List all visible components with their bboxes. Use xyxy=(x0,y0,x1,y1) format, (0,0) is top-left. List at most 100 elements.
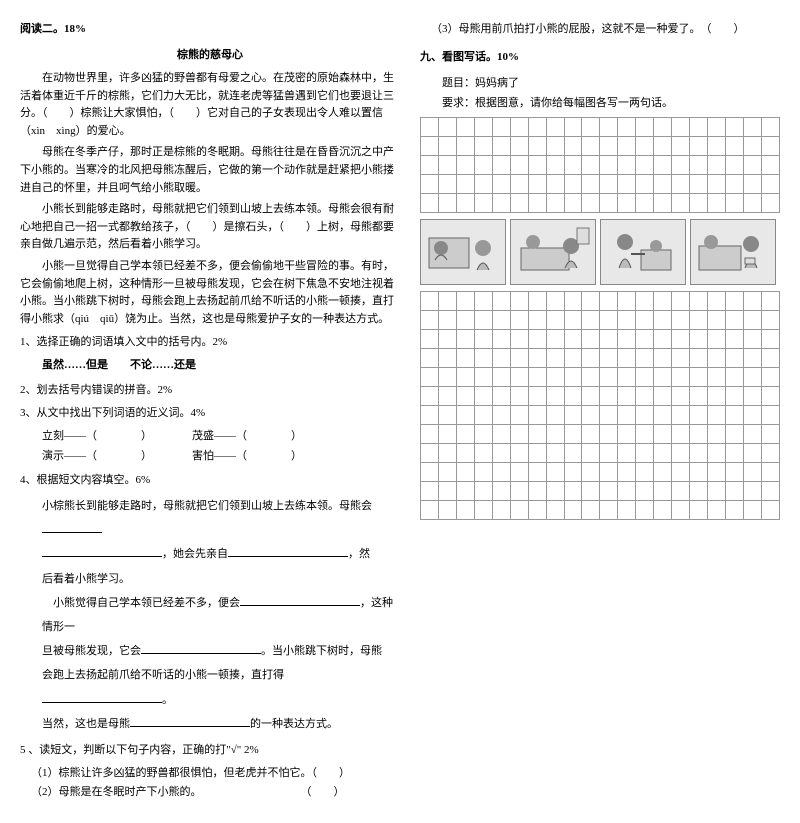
grid-cell[interactable] xyxy=(438,501,456,520)
grid-cell[interactable] xyxy=(618,292,636,311)
grid-cell[interactable] xyxy=(492,425,510,444)
grid-cell[interactable] xyxy=(510,387,528,406)
grid-cell[interactable] xyxy=(492,349,510,368)
grid-cell[interactable] xyxy=(564,292,582,311)
grid-cell[interactable] xyxy=(743,406,761,425)
grid-cell[interactable] xyxy=(421,156,439,175)
grid-cell[interactable] xyxy=(421,406,439,425)
grid-cell[interactable] xyxy=(564,349,582,368)
grid-cell[interactable] xyxy=(456,175,474,194)
grid-cell[interactable] xyxy=(421,368,439,387)
grid-cell[interactable] xyxy=(708,118,726,137)
grid-cell[interactable] xyxy=(636,118,654,137)
grid-cell[interactable] xyxy=(582,330,600,349)
grid-cell[interactable] xyxy=(438,425,456,444)
grid-cell[interactable] xyxy=(743,368,761,387)
grid-cell[interactable] xyxy=(510,175,528,194)
grid-cell[interactable] xyxy=(546,292,564,311)
grid-cell[interactable] xyxy=(510,137,528,156)
grid-cell[interactable] xyxy=(421,425,439,444)
grid-cell[interactable] xyxy=(528,463,546,482)
grid-cell[interactable] xyxy=(725,463,743,482)
grid-cell[interactable] xyxy=(474,137,492,156)
grid-cell[interactable] xyxy=(690,501,708,520)
grid-cell[interactable] xyxy=(654,368,672,387)
grid-cell[interactable] xyxy=(492,482,510,501)
grid-cell[interactable] xyxy=(600,137,618,156)
grid-cell[interactable] xyxy=(528,444,546,463)
grid-cell[interactable] xyxy=(672,425,690,444)
grid-cell[interactable] xyxy=(708,501,726,520)
grid-cell[interactable] xyxy=(600,368,618,387)
grid-cell[interactable] xyxy=(492,292,510,311)
grid-cell[interactable] xyxy=(528,330,546,349)
grid-cell[interactable] xyxy=(582,175,600,194)
grid-cell[interactable] xyxy=(725,118,743,137)
grid-cell[interactable] xyxy=(546,406,564,425)
grid-cell[interactable] xyxy=(582,501,600,520)
grid-cell[interactable] xyxy=(708,311,726,330)
grid-cell[interactable] xyxy=(672,194,690,213)
grid-cell[interactable] xyxy=(654,194,672,213)
grid-cell[interactable] xyxy=(725,444,743,463)
grid-cell[interactable] xyxy=(474,425,492,444)
grid-cell[interactable] xyxy=(546,444,564,463)
grid-cell[interactable] xyxy=(636,501,654,520)
grid-cell[interactable] xyxy=(456,349,474,368)
grid-cell[interactable] xyxy=(618,482,636,501)
grid-cell[interactable] xyxy=(636,387,654,406)
grid-cell[interactable] xyxy=(725,406,743,425)
grid-cell[interactable] xyxy=(528,311,546,330)
grid-cell[interactable] xyxy=(510,463,528,482)
grid-cell[interactable] xyxy=(474,501,492,520)
grid-cell[interactable] xyxy=(743,349,761,368)
grid-cell[interactable] xyxy=(546,501,564,520)
grid-cell[interactable] xyxy=(546,118,564,137)
grid-cell[interactable] xyxy=(438,311,456,330)
grid-cell[interactable] xyxy=(761,482,779,501)
grid-cell[interactable] xyxy=(421,482,439,501)
grid-cell[interactable] xyxy=(743,425,761,444)
grid-cell[interactable] xyxy=(725,368,743,387)
grid-cell[interactable] xyxy=(725,330,743,349)
grid-cell[interactable] xyxy=(438,175,456,194)
grid-cell[interactable] xyxy=(690,444,708,463)
grid-cell[interactable] xyxy=(564,194,582,213)
grid-cell[interactable] xyxy=(528,425,546,444)
grid-cell[interactable] xyxy=(510,292,528,311)
grid-cell[interactable] xyxy=(438,406,456,425)
grid-cell[interactable] xyxy=(761,425,779,444)
grid-cell[interactable] xyxy=(743,501,761,520)
grid-cell[interactable] xyxy=(600,175,618,194)
grid-cell[interactable] xyxy=(438,330,456,349)
grid-cell[interactable] xyxy=(690,463,708,482)
grid-cell[interactable] xyxy=(492,330,510,349)
grid-cell[interactable] xyxy=(474,368,492,387)
grid-cell[interactable] xyxy=(743,330,761,349)
grid-cell[interactable] xyxy=(708,156,726,175)
grid-cell[interactable] xyxy=(456,425,474,444)
grid-cell[interactable] xyxy=(564,156,582,175)
grid-cell[interactable] xyxy=(546,425,564,444)
grid-cell[interactable] xyxy=(510,368,528,387)
grid-cell[interactable] xyxy=(546,482,564,501)
grid-cell[interactable] xyxy=(761,118,779,137)
grid-cell[interactable] xyxy=(761,501,779,520)
grid-cell[interactable] xyxy=(636,311,654,330)
grid-cell[interactable] xyxy=(456,137,474,156)
grid-cell[interactable] xyxy=(582,156,600,175)
grid-cell[interactable] xyxy=(690,175,708,194)
grid-cell[interactable] xyxy=(474,463,492,482)
writing-grid-bottom[interactable] xyxy=(420,291,780,520)
grid-cell[interactable] xyxy=(654,463,672,482)
grid-cell[interactable] xyxy=(636,137,654,156)
grid-cell[interactable] xyxy=(654,387,672,406)
grid-cell[interactable] xyxy=(654,156,672,175)
grid-cell[interactable] xyxy=(582,137,600,156)
grid-cell[interactable] xyxy=(474,118,492,137)
grid-cell[interactable] xyxy=(690,330,708,349)
grid-cell[interactable] xyxy=(546,156,564,175)
grid-cell[interactable] xyxy=(564,330,582,349)
grid-cell[interactable] xyxy=(456,368,474,387)
grid-cell[interactable] xyxy=(492,501,510,520)
